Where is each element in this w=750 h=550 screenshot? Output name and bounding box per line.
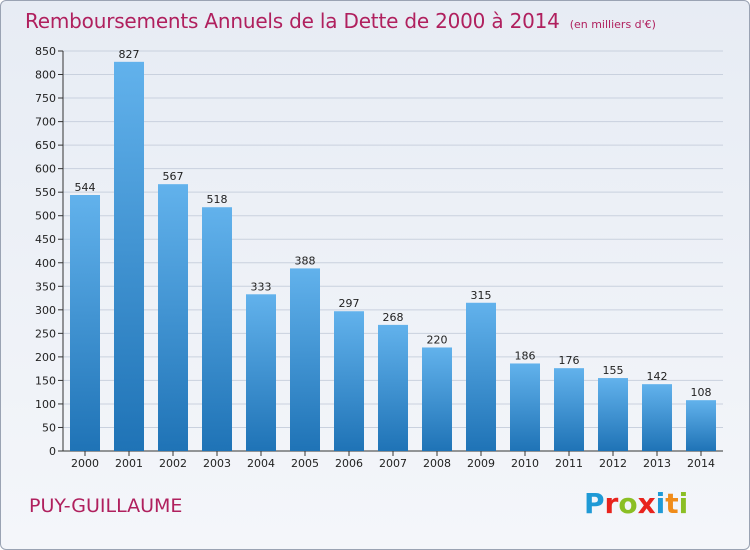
commune-name: PUY-GUILLAUME [29, 495, 183, 517]
y-tick-label: 300 [35, 304, 56, 317]
x-tick-label: 2006 [335, 457, 363, 470]
logo-letter: P [584, 487, 605, 520]
logo-letter: i [655, 487, 666, 520]
bar [466, 302, 496, 451]
bar [70, 195, 100, 451]
data-label: 142 [647, 370, 668, 383]
logo-letter: x [637, 487, 656, 520]
logo-letter: o [618, 487, 638, 520]
bar [598, 378, 628, 451]
data-label: 220 [427, 333, 448, 346]
y-tick-label: 700 [35, 116, 56, 129]
logo-letter: r [604, 487, 619, 520]
x-tick-label: 2005 [291, 457, 319, 470]
bar [158, 184, 188, 452]
y-tick-label: 650 [35, 139, 56, 152]
y-tick-label: 200 [35, 351, 56, 364]
data-label: 544 [75, 181, 96, 194]
x-tick-label: 2001 [115, 457, 143, 470]
bar [246, 294, 276, 451]
data-label: 268 [383, 311, 404, 324]
bar [642, 384, 672, 451]
y-tick-label: 100 [35, 398, 56, 411]
logo-letter: t [665, 487, 679, 520]
data-label: 333 [251, 280, 272, 293]
y-tick-label: 600 [35, 163, 56, 176]
bar [290, 268, 320, 451]
y-tick-label: 800 [35, 69, 56, 82]
x-tick-label: 2009 [467, 457, 495, 470]
x-tick-label: 2003 [203, 457, 231, 470]
x-tick-label: 2002 [159, 457, 187, 470]
data-label: 827 [119, 48, 140, 61]
data-label: 518 [207, 193, 228, 206]
y-tick-label: 0 [49, 445, 56, 458]
data-label: 176 [559, 354, 580, 367]
bar [334, 311, 364, 451]
bar [510, 363, 540, 451]
y-tick-label: 400 [35, 257, 56, 270]
x-tick-label: 2013 [643, 457, 671, 470]
bar [422, 347, 452, 451]
x-tick-label: 2007 [379, 457, 407, 470]
bar [686, 400, 716, 451]
x-tick-label: 2008 [423, 457, 451, 470]
bar [114, 61, 144, 452]
chart-title: Remboursements Annuels de la Dette de 20… [25, 9, 560, 33]
title-block: Remboursements Annuels de la Dette de 20… [25, 9, 656, 33]
data-label: 315 [471, 289, 492, 302]
bar [202, 207, 232, 451]
data-label: 155 [603, 364, 624, 377]
y-tick-label: 750 [35, 92, 56, 105]
proxiti-logo: Proxiti [584, 487, 688, 520]
y-tick-label: 250 [35, 327, 56, 340]
data-label: 388 [295, 254, 316, 267]
y-tick-label: 450 [35, 233, 56, 246]
y-tick-label: 350 [35, 280, 56, 293]
y-tick-label: 850 [35, 45, 56, 58]
x-tick-label: 2014 [687, 457, 715, 470]
y-tick-label: 150 [35, 374, 56, 387]
x-tick-label: 2010 [511, 457, 539, 470]
chart-subtitle: (en milliers d'€) [569, 18, 656, 31]
x-tick-label: 2012 [599, 457, 627, 470]
logo-letter: i [678, 487, 689, 520]
x-tick-label: 2011 [555, 457, 583, 470]
data-label: 567 [163, 170, 184, 183]
y-tick-label: 550 [35, 186, 56, 199]
bar [554, 368, 584, 451]
x-tick-label: 2004 [247, 457, 275, 470]
data-label: 108 [691, 386, 712, 399]
data-label: 186 [515, 349, 536, 362]
y-tick-label: 50 [42, 421, 56, 434]
data-label: 297 [339, 297, 360, 310]
bar [378, 324, 408, 451]
y-tick-label: 500 [35, 210, 56, 223]
x-tick-label: 2000 [71, 457, 99, 470]
